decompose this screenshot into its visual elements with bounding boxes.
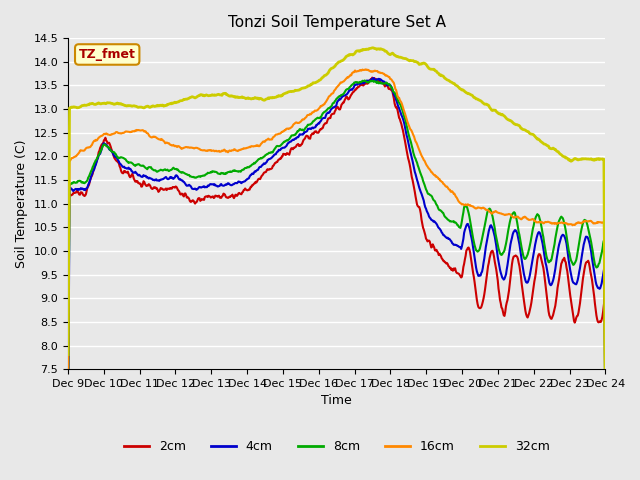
Legend: 2cm, 4cm, 8cm, 16cm, 32cm: 2cm, 4cm, 8cm, 16cm, 32cm	[119, 435, 555, 458]
Text: TZ_fmet: TZ_fmet	[79, 48, 136, 61]
Title: Tonzi Soil Temperature Set A: Tonzi Soil Temperature Set A	[228, 15, 445, 30]
Y-axis label: Soil Temperature (C): Soil Temperature (C)	[15, 139, 28, 268]
X-axis label: Time: Time	[321, 395, 352, 408]
